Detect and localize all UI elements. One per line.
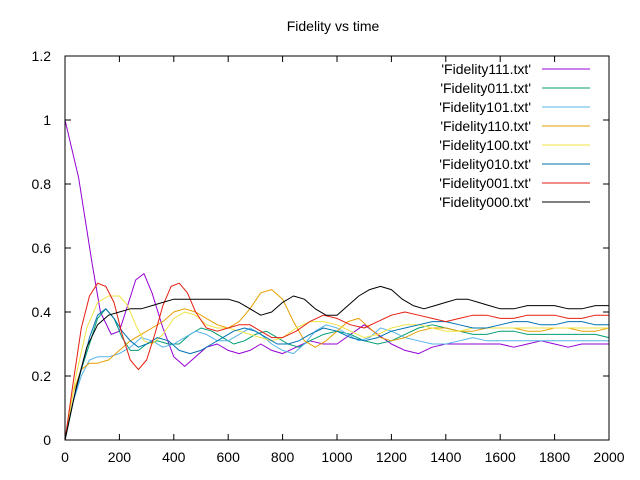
y-tick-label: 0.6 — [32, 240, 52, 256]
legend-label: 'Fidelity001.txt' — [439, 175, 531, 191]
y-tick-label: 1 — [43, 112, 51, 128]
y-tick-label: 0 — [43, 432, 51, 448]
legend-label: 'Fidelity110.txt' — [440, 118, 531, 134]
plot-frame — [64, 55, 610, 441]
series-line-fidelity100txt — [64, 295, 609, 441]
y-tick-label: 0.4 — [32, 304, 52, 320]
legend-label: 'Fidelity010.txt' — [439, 156, 531, 172]
y-tick-label: 0.8 — [32, 176, 52, 192]
x-tick-label: 800 — [271, 449, 295, 465]
series-lines — [64, 119, 610, 441]
chart-title: Fidelity vs time — [287, 18, 380, 34]
y-tick-label: 1.2 — [32, 48, 52, 64]
legend-label: 'Fidelity111.txt' — [441, 61, 531, 77]
x-tick-label: 0 — [61, 449, 69, 465]
y-tick-label: 0.2 — [32, 368, 52, 384]
x-tick-label: 1600 — [485, 449, 516, 465]
x-tick-label: 200 — [108, 449, 132, 465]
x-tick-label: 1000 — [321, 449, 352, 465]
legend-label: 'Fidelity011.txt' — [440, 80, 531, 96]
series-line-fidelity001txt — [64, 282, 609, 441]
legend-label: 'Fidelity000.txt' — [439, 194, 531, 210]
x-axis-ticks: 0 200 400 600 800 1000 1200 1400 1600 1800 2000 — [61, 56, 625, 465]
series-line-fidelity000txt — [64, 285, 609, 441]
x-tick-label: 400 — [162, 449, 186, 465]
x-tick-label: 600 — [217, 449, 241, 465]
legend-label: 'Fidelity101.txt' — [439, 99, 531, 115]
x-tick-label: 1400 — [430, 449, 461, 465]
series-line-fidelity101txt — [64, 324, 609, 441]
series-line-fidelity110txt — [64, 289, 610, 441]
legend-label: 'Fidelity100.txt' — [439, 137, 531, 153]
x-tick-label: 1200 — [376, 449, 407, 465]
x-tick-label: 2000 — [593, 449, 624, 465]
x-tick-label: 1800 — [539, 449, 570, 465]
legend: 'Fidelity111.txt' 'Fidelity011.txt' 'Fidel… — [439, 61, 590, 210]
series-line-fidelity111txt — [64, 119, 609, 367]
series-line-fidelity010txt — [64, 308, 609, 441]
